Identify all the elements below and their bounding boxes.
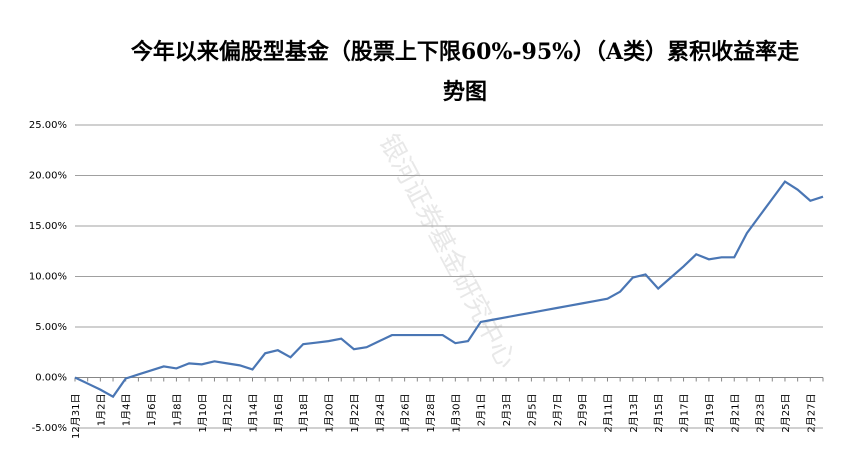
- y-tick-label: 25.00%: [29, 120, 67, 131]
- y-tick-label: 0.00%: [35, 373, 67, 384]
- y-tick-label: 10.00%: [29, 272, 67, 283]
- y-tick-label: 15.00%: [29, 221, 67, 232]
- x-tick-label: 1月8日: [171, 394, 183, 427]
- x-tick-label: 12月31日: [70, 394, 82, 439]
- x-tick-label: 1月16日: [273, 394, 285, 433]
- x-tick-label: 2月17日: [679, 394, 691, 433]
- x-tick-label: 2月25日: [780, 394, 792, 433]
- x-tick-label: 1月4日: [121, 394, 133, 427]
- x-tick-label: 1月14日: [247, 394, 259, 433]
- watermark: 银河证券基金研究中心: [373, 129, 522, 373]
- y-tick-label: 20.00%: [29, 171, 67, 182]
- x-tick-label: 2月9日: [577, 394, 589, 427]
- x-tick-label: 1月22日: [349, 394, 361, 433]
- x-tick-label: 2月7日: [552, 394, 564, 427]
- x-tick-label: 1月30日: [450, 394, 462, 433]
- x-tick-label: 1月12日: [222, 394, 234, 433]
- y-tick-label: -5.00%: [32, 423, 67, 434]
- x-tick-label: 1月24日: [374, 394, 386, 433]
- x-tick-label: 2月27日: [805, 394, 817, 433]
- x-tick-label: 1月18日: [298, 394, 310, 433]
- series-line: [74, 180, 824, 399]
- x-tick-label: 2月11日: [602, 394, 614, 433]
- x-tick-label: 1月2日: [95, 394, 107, 427]
- x-tick-label: 1月6日: [146, 394, 158, 427]
- x-tick-label: 2月13日: [628, 394, 640, 433]
- y-tick-label: 5.00%: [35, 322, 67, 333]
- chart-title: 今年以来偏股型基金（股票上下限60%-95%）（A类）累积收益率走势图: [130, 39, 800, 105]
- x-tick-label: 2月5日: [526, 394, 538, 427]
- x-tick-label: 1月26日: [400, 394, 412, 433]
- x-tick-label: 2月15日: [653, 394, 665, 433]
- x-tick-label: 2月19日: [704, 394, 716, 433]
- x-tick-label: 2月21日: [729, 394, 741, 433]
- x-tick-label: 2月3日: [501, 394, 513, 427]
- x-tick-label: 2月23日: [755, 394, 767, 433]
- x-tick-label: 1月20日: [324, 394, 336, 433]
- x-tick-label: 2月1日: [476, 394, 488, 427]
- x-tick-label: 1月10日: [197, 394, 209, 433]
- x-tick-label: 1月28日: [425, 394, 437, 433]
